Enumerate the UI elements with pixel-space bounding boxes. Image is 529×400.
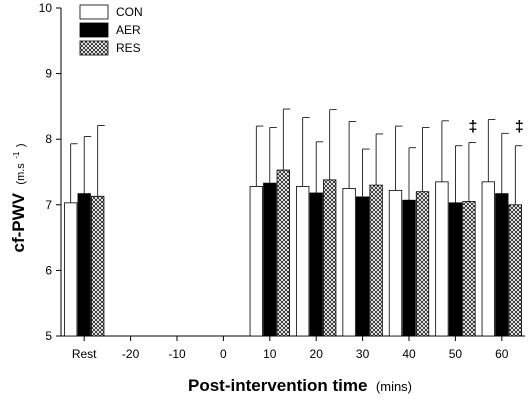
bar-con-20 [296,186,310,337]
y-tick-label: 5 [45,329,52,343]
x-tick-label: -20 [122,347,140,361]
bar-res-10 [276,169,290,337]
bar-res-60 [508,204,522,337]
y-axis-title-unit-sup: -1 [12,151,21,159]
bar-con-60 [481,181,495,337]
significance-marker: ‡ [515,118,524,135]
legend-swatch-aer [79,22,109,38]
x-tick-label: 50 [449,347,463,361]
x-tick-label: 30 [356,347,370,361]
bar-aer-Rest [77,193,91,337]
bar-aer-50 [448,202,463,337]
x-tick-label: 40 [402,347,416,361]
x-tick-label: 60 [495,347,509,361]
x-axis-title: Post-intervention time (mins) [188,376,412,395]
bar-con-30 [342,187,356,337]
bar-aer-10 [263,182,277,337]
y-axis: 5 6 7 8 9 10 [39,1,62,343]
x-tick-label: -10 [168,347,186,361]
legend: CON AER RES [79,4,143,56]
y-axis-title: cf-PWV (m.s -1 ) [6,143,28,252]
x-tick-label: Rest [72,347,97,361]
bar-res-20 [323,179,337,337]
y-tick-label: 7 [45,198,52,212]
x-axis-title-main: Post-intervention time [188,376,367,395]
bar-aer-30 [355,196,370,337]
x-tick-label: 20 [310,347,324,361]
bar-aer-20 [309,192,323,337]
bar-con-50 [435,181,449,337]
x-axis-title-unit: (mins) [376,379,412,394]
legend-swatch-con [79,4,109,20]
legend-swatch-res [79,40,109,56]
bar-res-50 [462,201,476,337]
bar-con-10 [249,186,263,337]
x-tick-label: 0 [220,347,227,361]
y-tick-label: 6 [45,263,52,277]
bar-res-Rest [91,195,105,337]
significance-marker: ‡ [468,118,477,135]
legend-label-aer: AER [116,23,141,37]
y-axis-title-unit-close: ) [15,143,27,147]
bar-res-30 [369,184,383,337]
bars: ‡ ‡ [64,108,524,337]
y-axis-title-main: cf-PWV [9,192,28,252]
x-tick-label: 10 [263,347,277,361]
bar-res-40 [415,191,430,337]
y-tick-label: 9 [45,67,52,81]
bar-aer-60 [495,193,509,337]
y-tick-label: 10 [39,1,53,15]
legend-label-res: RES [116,41,141,55]
legend-label-con: CON [116,5,143,19]
bar-con-40 [388,189,403,337]
y-axis-title-unit: (m.s [15,163,27,185]
bar-aer-40 [402,199,416,337]
x-axis: Rest -20 -10 0 10 20 30 40 50 60 [61,335,525,361]
bar-con-Rest [64,202,78,337]
y-tick-label: 8 [45,132,52,146]
